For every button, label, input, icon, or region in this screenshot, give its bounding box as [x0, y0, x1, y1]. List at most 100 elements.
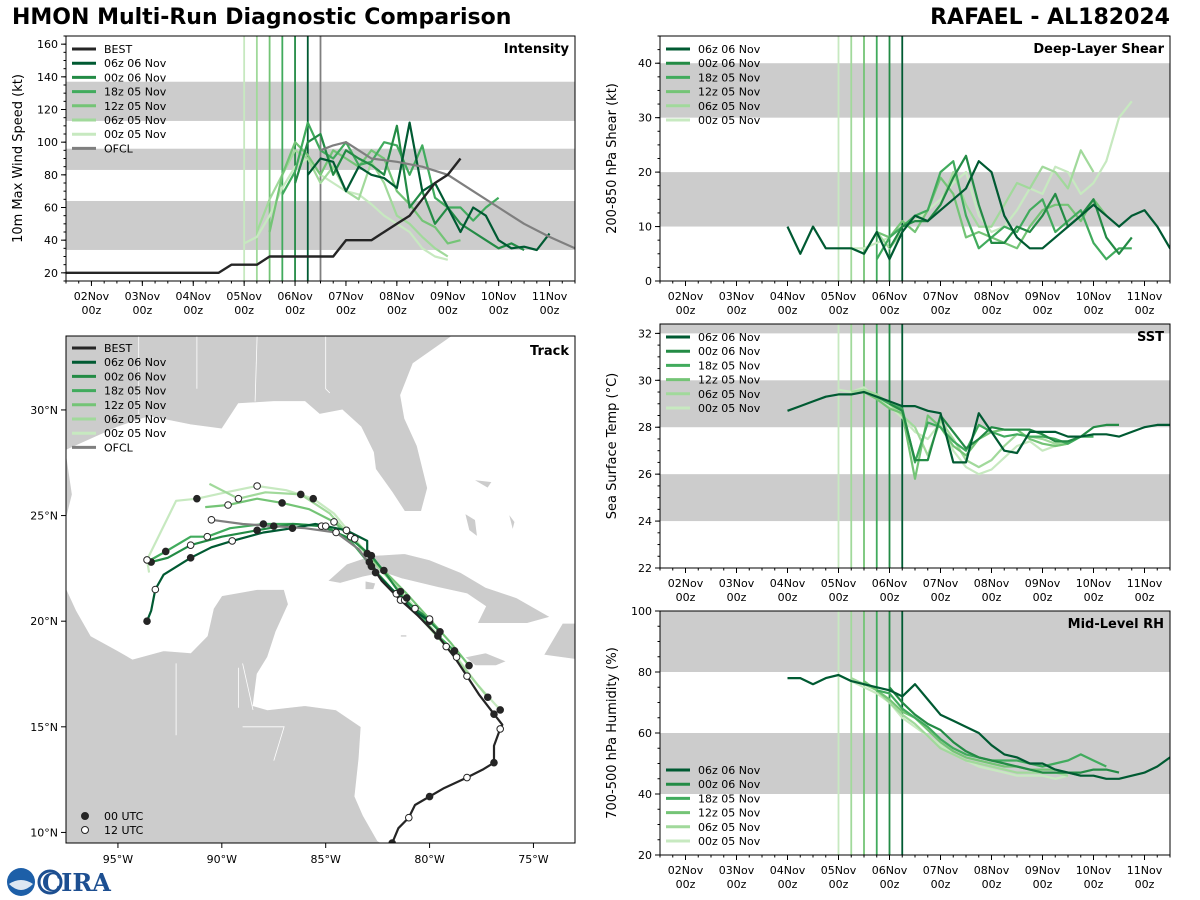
intensity-xtick-label: 09Nov [430, 290, 466, 303]
track-legend-label: 00z 05 Nov [104, 427, 167, 440]
intensity-series-line [294, 124, 525, 251]
shear-legend-label: 00z 06 Nov [698, 57, 761, 70]
cira-logo: CIRA [7, 868, 111, 897]
rh-xtick-label: 00z [676, 878, 696, 891]
intensity-xtick-label: 04Nov [176, 290, 212, 303]
track-xtick-label: 85°W [311, 853, 341, 866]
shear-xtick-label: 00z [1033, 304, 1053, 317]
track-marker [450, 646, 459, 655]
border-line [254, 336, 258, 402]
sst-xtick-label: 00z [982, 591, 1002, 604]
shear-xtick-label: 00z [1135, 304, 1155, 317]
intensity-legend-label: 00z 05 Nov [104, 128, 167, 141]
intensity-xtick-label: 00z [489, 304, 509, 317]
intensity-xtick-label: 00z [540, 304, 560, 317]
track-marker [452, 653, 461, 661]
intensity-xtick-label: 02Nov [74, 290, 110, 303]
shear-xtick-label: 10Nov [1076, 290, 1112, 303]
intensity-xtick-label: 00z [336, 304, 356, 317]
sst-xtick-label: 00z [778, 591, 798, 604]
shear-xtick-label: 00z [982, 304, 1002, 317]
track-marker [367, 551, 376, 560]
rh-xtick-label: 05Nov [821, 864, 857, 877]
panel-rh: 2040608010002Nov00z03Nov00z04Nov00z05Nov… [605, 605, 1171, 891]
track-marker [186, 554, 195, 562]
rh-xtick-label: 00z [778, 878, 798, 891]
intensity-xtick-label: 11Nov [532, 290, 568, 303]
track-marker [342, 526, 351, 535]
border-line [242, 663, 254, 710]
shear-xtick-label: 05Nov [821, 290, 857, 303]
sst-ytick-label: 32 [638, 327, 652, 340]
border-line [242, 726, 285, 761]
rh-xtick-label: 00z [1033, 878, 1053, 891]
shear-ytick-label: 0 [645, 275, 652, 288]
intensity-ytick-label: 120 [37, 104, 58, 117]
sst-legend-label: 06z 06 Nov [698, 331, 761, 344]
intensity-xtick-label: 00z [387, 304, 407, 317]
track-marker [367, 562, 376, 571]
track-legend-label: 00z 06 Nov [104, 370, 167, 383]
shear-series-line [786, 160, 1170, 261]
sst-xtick-label: 00z [727, 591, 747, 604]
track-marker [388, 839, 396, 843]
land-polygon [364, 580, 377, 590]
shear-xtick-label: 09Nov [1025, 290, 1061, 303]
sst-ytick-label: 26 [638, 468, 652, 481]
intensity-legend-label: 06z 06 Nov [104, 57, 167, 70]
rh-xtick-label: 00z [1084, 878, 1104, 891]
track-line [150, 522, 441, 633]
rh-ytick-label: 40 [638, 788, 652, 801]
rh-title: Mid-Level RH [1068, 617, 1164, 632]
shear-plot-area [660, 36, 1170, 281]
marker-legend-label: 00 UTC [104, 810, 144, 823]
intensity-series-line [320, 141, 575, 250]
sst-series-line [787, 390, 1170, 464]
panel-shear: 01020304002Nov00z03Nov00z04Nov00z05Nov00… [605, 35, 1171, 317]
shear-series-line [875, 160, 1132, 261]
rh-legend-label: 06z 05 Nov [698, 821, 761, 834]
shear-xtick-label: 00z [778, 304, 798, 317]
track-marker [259, 520, 268, 528]
track-marker [350, 535, 359, 543]
intensity-xtick-label: 10Nov [481, 290, 517, 303]
track-marker [490, 710, 498, 718]
track-xtick-label: 80°W [414, 853, 444, 866]
sst-xtick-label: 05Nov [821, 577, 857, 590]
rh-ytick-label: 20 [638, 849, 652, 862]
intensity-series-line [306, 121, 551, 252]
track-marker [143, 556, 151, 564]
track-title: Track [530, 344, 569, 359]
track-marker [253, 482, 261, 490]
rh-plot-area [660, 611, 1170, 855]
track-marker [151, 585, 160, 594]
track-marker [321, 522, 330, 530]
track-marker [253, 526, 261, 535]
track-marker [496, 706, 505, 714]
rh-xtick-label: 09Nov [1025, 864, 1061, 877]
rh-band [660, 733, 1170, 794]
marker-legend-symbol [81, 812, 89, 820]
rh-xtick-label: 08Nov [974, 864, 1010, 877]
track-ytick-label: 25°N [30, 510, 58, 523]
sst-xtick-label: 00z [1033, 591, 1053, 604]
track-marker [269, 522, 278, 530]
intensity-ytick-label: 140 [37, 71, 58, 84]
intensity-ytick-label: 100 [37, 136, 58, 149]
sst-xtick-label: 00z [1135, 591, 1155, 604]
track-marker [404, 813, 413, 822]
marker-legend-label: 12 UTC [104, 824, 144, 837]
intensity-series-line [66, 157, 462, 274]
track-line [211, 518, 377, 574]
intensity-xtick-label: 07Nov [328, 290, 364, 303]
track-marker [463, 773, 471, 782]
intensity-xtick-label: 08Nov [379, 290, 415, 303]
rh-xtick-label: 00z [727, 878, 747, 891]
track-marker [278, 499, 286, 507]
intensity-series-line [281, 121, 500, 222]
intensity-xtick-label: 00z [438, 304, 458, 317]
shear-xtick-label: 00z [880, 304, 900, 317]
